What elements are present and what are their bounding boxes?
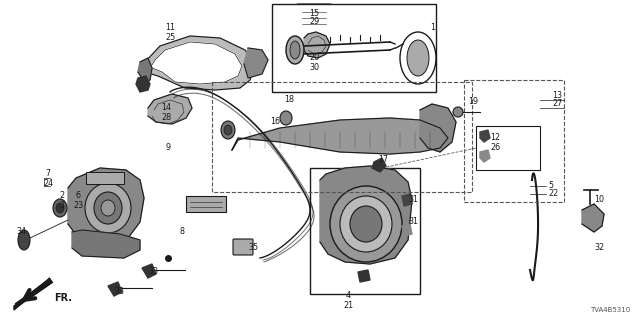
Polygon shape: [142, 264, 156, 278]
Ellipse shape: [56, 203, 64, 213]
Polygon shape: [108, 282, 122, 296]
Text: 2: 2: [60, 191, 65, 201]
Polygon shape: [372, 158, 386, 172]
Polygon shape: [138, 58, 152, 82]
Ellipse shape: [340, 196, 392, 252]
Polygon shape: [72, 230, 140, 258]
Text: 22: 22: [548, 189, 558, 198]
Text: 9: 9: [165, 143, 171, 153]
Polygon shape: [320, 166, 412, 264]
Bar: [464, 80, 564, 202]
Text: 30: 30: [309, 62, 319, 71]
Text: 8: 8: [180, 228, 185, 236]
Bar: [476, 126, 540, 170]
Ellipse shape: [101, 200, 115, 216]
Text: 12: 12: [490, 133, 500, 142]
Text: 21: 21: [343, 301, 353, 310]
Text: 11: 11: [165, 23, 175, 33]
Ellipse shape: [290, 41, 300, 59]
Ellipse shape: [407, 40, 429, 76]
Text: 6: 6: [76, 191, 81, 201]
Polygon shape: [358, 270, 370, 282]
Polygon shape: [140, 36, 255, 90]
Text: 28: 28: [161, 113, 171, 122]
Text: 14: 14: [161, 103, 171, 113]
Polygon shape: [150, 42, 242, 84]
FancyBboxPatch shape: [233, 239, 253, 255]
Polygon shape: [244, 48, 268, 78]
Polygon shape: [232, 118, 448, 154]
Text: 10: 10: [594, 196, 604, 204]
Text: 18: 18: [284, 95, 294, 105]
Text: 5: 5: [548, 181, 553, 190]
Text: 34: 34: [16, 228, 26, 236]
Polygon shape: [68, 168, 144, 244]
Text: 19: 19: [468, 98, 478, 107]
Ellipse shape: [280, 111, 292, 125]
Text: 33: 33: [148, 268, 158, 276]
Ellipse shape: [18, 230, 30, 250]
Polygon shape: [304, 32, 330, 58]
Text: 17: 17: [378, 156, 388, 164]
Text: 4: 4: [346, 292, 351, 300]
Ellipse shape: [221, 121, 235, 139]
Ellipse shape: [286, 36, 304, 64]
Text: 25: 25: [165, 33, 175, 42]
Text: 3: 3: [60, 202, 65, 211]
Text: 20: 20: [309, 53, 319, 62]
Text: 13: 13: [552, 92, 562, 100]
Polygon shape: [582, 204, 604, 232]
Text: FR.: FR.: [54, 293, 72, 303]
Bar: [212, 82, 472, 192]
Text: 16: 16: [270, 117, 280, 126]
Text: 29: 29: [309, 18, 319, 27]
Text: 27: 27: [552, 100, 563, 108]
Polygon shape: [148, 94, 192, 124]
Text: 33: 33: [114, 286, 124, 295]
Text: 24: 24: [43, 179, 53, 188]
Polygon shape: [480, 150, 490, 162]
Polygon shape: [14, 278, 50, 310]
FancyBboxPatch shape: [296, 4, 332, 32]
Polygon shape: [136, 76, 150, 92]
Bar: [310, 168, 420, 294]
Ellipse shape: [224, 125, 232, 135]
Polygon shape: [402, 224, 412, 236]
Text: 31: 31: [408, 196, 418, 204]
Ellipse shape: [53, 199, 67, 217]
FancyBboxPatch shape: [86, 172, 124, 184]
Text: 7: 7: [45, 170, 51, 179]
Ellipse shape: [453, 107, 463, 117]
Text: 15: 15: [309, 10, 319, 19]
Text: 26: 26: [490, 142, 500, 151]
Ellipse shape: [330, 186, 402, 262]
FancyBboxPatch shape: [186, 196, 226, 212]
Polygon shape: [480, 130, 490, 142]
Text: 35: 35: [248, 244, 258, 252]
Polygon shape: [420, 104, 456, 152]
Text: TVA4B5310: TVA4B5310: [589, 307, 630, 313]
Text: 1: 1: [430, 23, 435, 33]
Bar: [272, 4, 436, 92]
Text: 23: 23: [73, 202, 83, 211]
Text: 31: 31: [408, 218, 418, 227]
Ellipse shape: [350, 206, 382, 242]
Ellipse shape: [94, 192, 122, 224]
Polygon shape: [402, 194, 412, 206]
Ellipse shape: [400, 32, 436, 84]
Ellipse shape: [85, 183, 131, 233]
Text: 32: 32: [594, 244, 604, 252]
